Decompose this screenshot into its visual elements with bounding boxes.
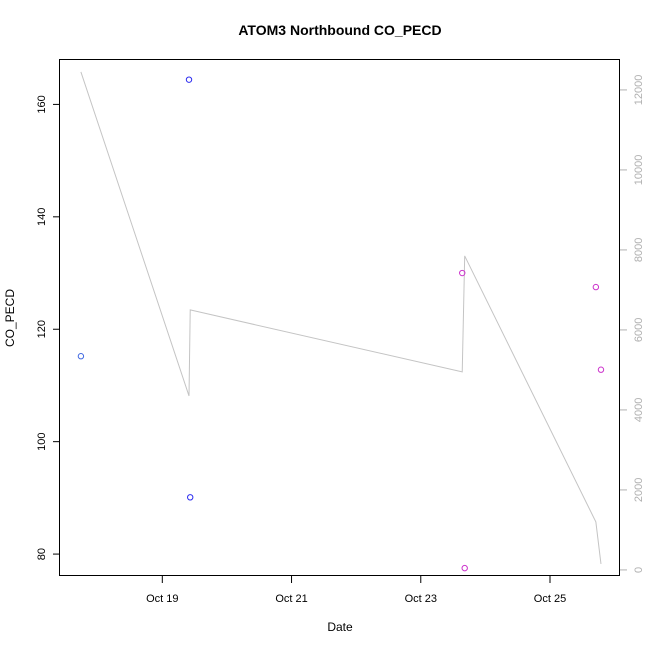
- data-point: [592, 283, 600, 291]
- y2-tick-label: 8000: [633, 238, 645, 262]
- x-tick-label: Oct 25: [534, 593, 566, 605]
- y-tick-label: 160: [36, 95, 48, 113]
- y-axis-title: CO_PECD: [3, 289, 17, 347]
- data-point: [77, 353, 85, 360]
- x-axis: Oct 19 Oct 21 Oct 23 Oct 25: [146, 576, 566, 605]
- y-axis-left: 80 100 120 140 160: [36, 95, 60, 560]
- y-tick-label: 80: [36, 548, 48, 560]
- x-tick-label: Oct 19: [146, 593, 178, 605]
- y2-tick-label: 10000: [633, 155, 645, 186]
- y-tick-label: 120: [36, 320, 48, 338]
- y2-tick-label: 4000: [633, 398, 645, 422]
- data-point: [459, 269, 466, 277]
- data-point: [597, 366, 605, 373]
- y2-tick-label: 6000: [633, 318, 645, 342]
- data-point: [187, 494, 194, 501]
- plot-frame: [59, 59, 620, 576]
- y-tick-label: 100: [36, 432, 48, 450]
- y-axis-right: 0 2000 4000 6000 8000 10000 12000: [620, 75, 645, 573]
- x-tick-label: Oct 21: [275, 593, 307, 605]
- data-points: [77, 76, 605, 572]
- x-tick-label: Oct 23: [405, 593, 437, 605]
- chart-title: ATOM3 Northbound CO_PECD: [238, 22, 441, 38]
- x-axis-title: Date: [327, 620, 353, 634]
- y2-tick-label: 12000: [633, 75, 645, 106]
- data-point: [461, 564, 468, 572]
- secondary-series-line: [80, 71, 602, 564]
- y2-tick-label: 2000: [633, 478, 645, 502]
- y-tick-label: 140: [36, 208, 48, 226]
- y2-tick-label: 0: [633, 567, 645, 573]
- data-point: [185, 76, 193, 83]
